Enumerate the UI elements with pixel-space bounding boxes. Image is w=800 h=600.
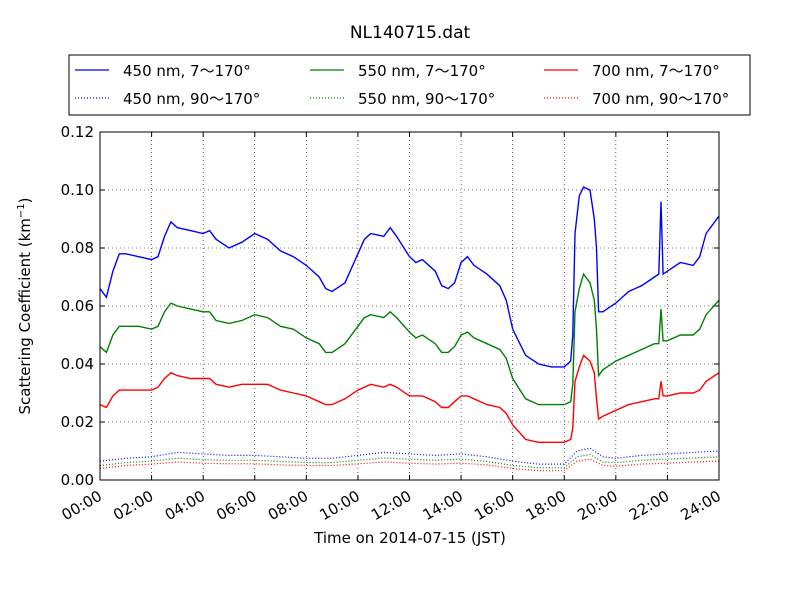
legend: 450 nm, 7～170° 550 nm, 7～170° 700 nm, 7～17… bbox=[68, 54, 751, 116]
y-tick-label: 0.02 bbox=[61, 413, 94, 431]
y-tick-label: 0.12 bbox=[61, 123, 94, 141]
legend-label: 700 nm, 90～170° bbox=[592, 90, 729, 108]
plot-series bbox=[99, 186, 720, 472]
series-line bbox=[99, 186, 720, 368]
legend-label: 550 nm, 7～170° bbox=[358, 62, 486, 80]
legend-label: 550 nm, 90～170° bbox=[358, 90, 495, 108]
legend-label: 450 nm, 7～170° bbox=[123, 62, 251, 80]
y-axis-label-tail: ) bbox=[16, 197, 34, 203]
y-axis-label-sup: −1 bbox=[16, 203, 27, 218]
grid bbox=[100, 132, 719, 480]
y-tick-label: 0.10 bbox=[61, 181, 94, 199]
x-axis-label: Time on 2014-07-15 (JST) bbox=[313, 529, 506, 547]
x-tick-label: 14:00 bbox=[420, 487, 466, 524]
series-line bbox=[99, 453, 720, 469]
x-tick-label: 18:00 bbox=[523, 487, 569, 524]
y-axis-label-main: Scattering Coefficient (km bbox=[16, 218, 34, 414]
y-axis-label: Scattering Coefficient (km−1) bbox=[16, 197, 34, 414]
y-tick-label: 0.04 bbox=[61, 355, 94, 373]
y-tick-label: 0.06 bbox=[61, 297, 94, 315]
series-line bbox=[99, 272, 720, 406]
plot-frame bbox=[99, 131, 720, 481]
series-line bbox=[99, 447, 720, 465]
x-tick-label: 12:00 bbox=[368, 487, 414, 524]
x-tick-label: 16:00 bbox=[471, 487, 517, 524]
x-tick-label: 08:00 bbox=[265, 487, 311, 524]
x-axis: 00:00 02:00 04:00 06:00 08:00 10:00 12:00 14:00… bbox=[59, 132, 724, 524]
x-tick-label: 00:00 bbox=[59, 487, 105, 524]
x-tick-label: 20:00 bbox=[574, 487, 620, 524]
y-tick-label: 0.00 bbox=[61, 471, 94, 489]
x-tick-label: 22:00 bbox=[626, 487, 672, 524]
legend-box bbox=[68, 54, 751, 116]
series-line bbox=[99, 354, 720, 443]
x-tick-label: 24:00 bbox=[678, 487, 724, 524]
x-tick-label: 10:00 bbox=[316, 487, 362, 524]
chart-title: NL140715.dat bbox=[350, 23, 471, 43]
legend-label: 450 nm, 90～170° bbox=[123, 90, 260, 108]
y-axis: 0.00 0.02 0.04 0.06 0.08 0.10 0.12 bbox=[61, 123, 719, 489]
legend-label: 700 nm, 7～170° bbox=[592, 62, 720, 80]
x-tick-label: 04:00 bbox=[162, 487, 208, 524]
y-tick-label: 0.08 bbox=[61, 239, 94, 257]
x-tick-label: 02:00 bbox=[110, 487, 156, 524]
x-tick-label: 06:00 bbox=[213, 487, 259, 524]
